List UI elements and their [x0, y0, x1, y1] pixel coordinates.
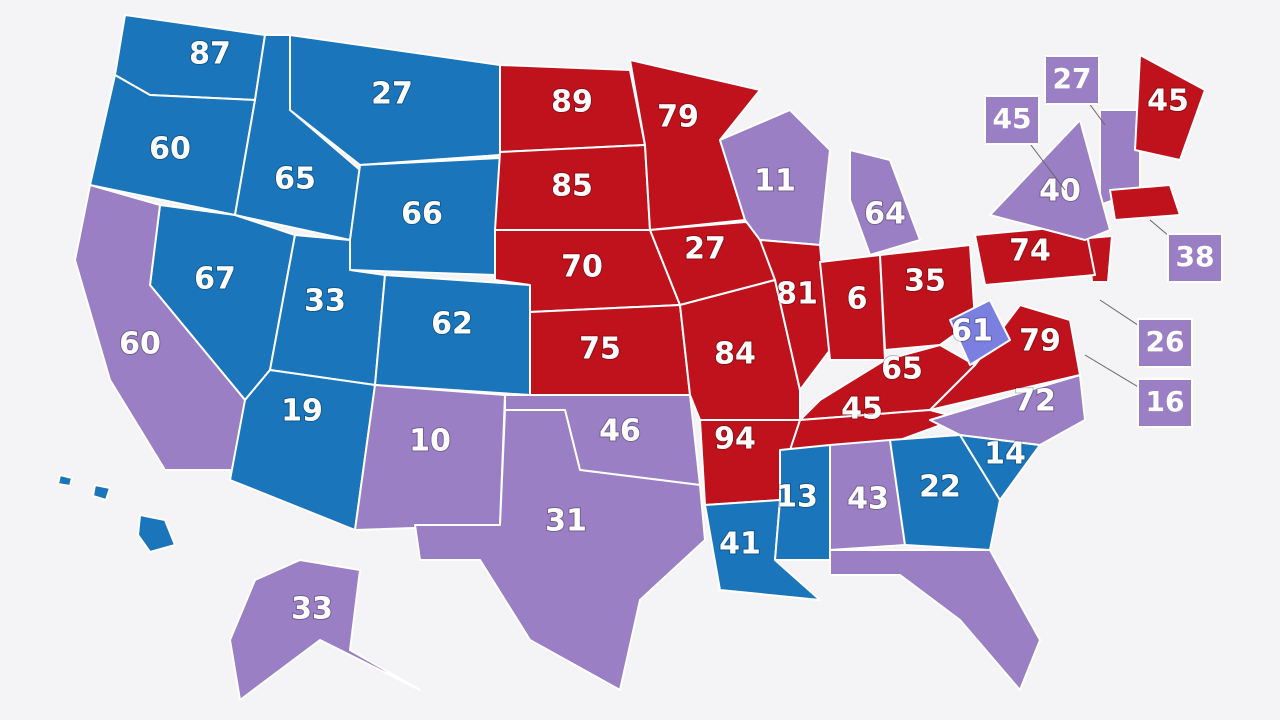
callout-label: 16	[1146, 385, 1185, 418]
state-label: 65	[881, 352, 923, 387]
state-label: 65	[274, 162, 316, 197]
state-label: 27	[684, 232, 726, 267]
state	[229, 559, 421, 701]
state	[704, 499, 821, 601]
state-label: 61	[951, 314, 993, 349]
state-label: 10	[409, 424, 451, 459]
state-label: 45	[1147, 84, 1189, 119]
state-label: 70	[561, 250, 603, 285]
callouts: 27 45 38 26 16	[984, 55, 1223, 428]
state-label: 67	[194, 262, 236, 297]
hawaii-shape	[92, 484, 111, 501]
state-label: 85	[551, 169, 593, 204]
callout-box	[1167, 233, 1223, 283]
state-label: 33	[291, 592, 333, 627]
callout-box	[1137, 318, 1193, 368]
state	[949, 299, 1011, 366]
state-label: 79	[657, 100, 699, 135]
state-label: 62	[431, 307, 473, 342]
state-label: 89	[551, 85, 593, 120]
states: 87 60 65 27 66 67 60 33 62 19 10 89 85 70 75 46 31 79 27 84…	[74, 14, 1206, 701]
state-label: 6	[847, 282, 868, 317]
callout-box	[1044, 55, 1100, 105]
state-label: 74	[1009, 234, 1051, 269]
callout-label: 38	[1176, 240, 1215, 273]
state-label: 84	[714, 337, 756, 372]
state-label: 22	[919, 470, 961, 505]
state	[229, 369, 376, 531]
state	[1134, 54, 1206, 161]
state-label: 43	[847, 482, 889, 517]
state-label: 60	[119, 327, 161, 362]
state	[414, 409, 706, 691]
state-label: 75	[579, 332, 621, 367]
state-label: 13	[776, 480, 818, 515]
state-label: 66	[401, 197, 443, 232]
state	[289, 34, 501, 166]
state-label: 19	[281, 394, 323, 429]
state-label: 11	[754, 164, 796, 199]
callout-label: 26	[1146, 325, 1185, 358]
state-label: 35	[904, 264, 946, 299]
state	[849, 149, 921, 256]
state-label: 87	[189, 37, 231, 72]
state-label: 14	[984, 437, 1026, 472]
callout-box	[984, 95, 1040, 145]
massachusetts-shape	[1109, 184, 1181, 221]
callout-label: 27	[1053, 62, 1092, 95]
state	[349, 157, 501, 276]
state	[989, 119, 1111, 241]
state-label: 60	[149, 132, 191, 167]
state	[929, 374, 1086, 446]
hawaii-shape	[57, 474, 73, 487]
hawaii-shape	[137, 514, 176, 553]
state-label: 31	[545, 504, 587, 539]
state	[789, 409, 961, 451]
state-label: 40	[1039, 174, 1081, 209]
state-label: 94	[714, 422, 756, 457]
state-label: 72	[1014, 384, 1056, 419]
callout-label: 45	[993, 102, 1032, 135]
state	[889, 434, 1001, 551]
state-label: 41	[719, 527, 761, 562]
state	[929, 304, 1081, 411]
state-label: 81	[776, 277, 818, 312]
state	[774, 444, 831, 561]
callout-box	[1137, 378, 1193, 428]
state-label: 33	[304, 284, 346, 319]
state-label: 64	[864, 197, 906, 232]
state-label: 79	[1019, 324, 1061, 359]
state-label: 45	[841, 392, 883, 427]
state-label: 46	[599, 414, 641, 449]
state-label: 27	[371, 77, 413, 112]
state	[759, 239, 831, 391]
florida-shape	[829, 549, 1041, 691]
